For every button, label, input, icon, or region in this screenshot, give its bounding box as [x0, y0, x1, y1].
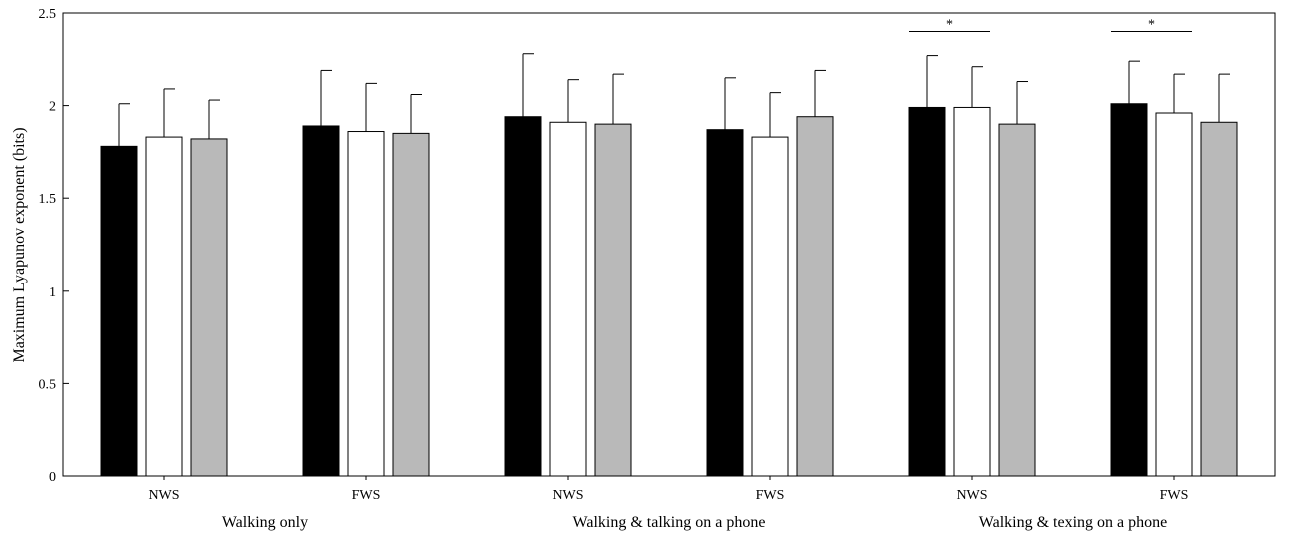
bar — [706, 129, 744, 477]
x-category-label: FWS — [756, 488, 785, 503]
x-axis: NWS FWS NWS FWS NWS FWS Walking only Walking & … — [148, 476, 1188, 531]
x-category-label: FWS — [352, 488, 381, 503]
bar — [998, 123, 1036, 477]
x-condition-label: Walking & talking on a phone — [573, 514, 766, 531]
bar — [100, 145, 138, 477]
bar — [1110, 103, 1148, 477]
bar — [392, 132, 430, 477]
significance-marker: * — [1148, 18, 1155, 33]
annotations: * * — [909, 18, 1192, 33]
bar — [751, 136, 789, 477]
bar — [190, 138, 228, 477]
bar — [908, 106, 946, 477]
bar — [145, 136, 183, 477]
y-tick-label: 0 — [49, 470, 56, 485]
y-tick-label: 2.5 — [39, 7, 57, 22]
bar — [796, 116, 834, 477]
y-tick-label: 0.5 — [39, 377, 57, 392]
bar — [1155, 112, 1193, 477]
bar — [1200, 121, 1238, 477]
y-tick-label: 1 — [49, 285, 56, 300]
plot-frame — [62, 12, 1276, 477]
x-condition-label: Walking & texing on a phone — [979, 514, 1167, 531]
significance-marker: * — [946, 18, 953, 33]
bar — [594, 123, 632, 477]
bar — [347, 131, 385, 477]
y-axis-label: Maximum Lyapunov exponent (bits) — [11, 127, 28, 362]
x-category-label: NWS — [552, 488, 583, 503]
bar — [953, 106, 991, 477]
y-tick-label: 1.5 — [39, 192, 57, 207]
x-category-label: NWS — [148, 488, 179, 503]
x-category-label: FWS — [1160, 488, 1189, 503]
bar — [549, 121, 587, 477]
bar — [504, 116, 542, 477]
x-condition-label: Walking only — [222, 514, 308, 531]
x-category-label: NWS — [956, 488, 987, 503]
bar — [302, 125, 340, 477]
y-axis: 0 0.5 1 1.5 2 2.5 — [39, 7, 69, 485]
bars — [100, 53, 1238, 477]
y-tick-label: 2 — [49, 100, 56, 115]
